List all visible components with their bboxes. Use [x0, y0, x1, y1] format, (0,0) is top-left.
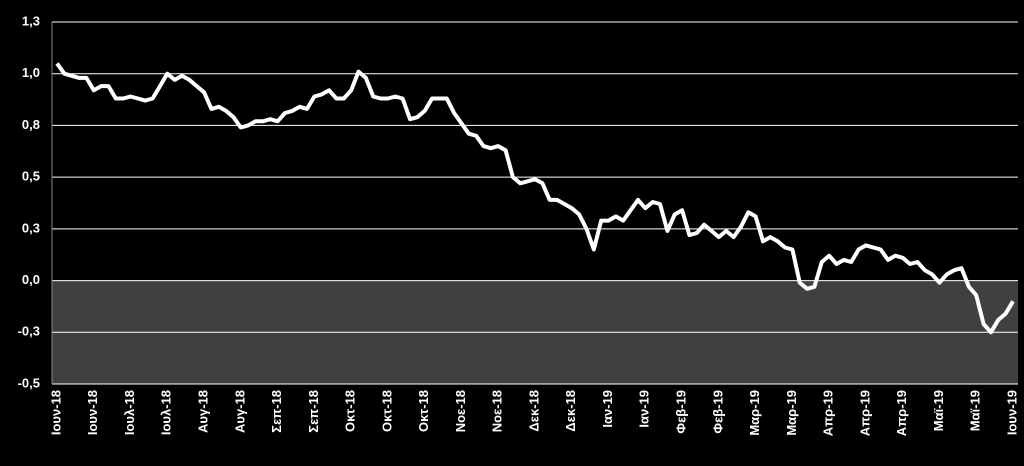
- x-tick-label: Φεβ-19: [674, 390, 689, 434]
- x-tick-label: Οκτ-18: [343, 390, 358, 432]
- y-tick-label: -0,5: [18, 375, 40, 390]
- x-tick-label: Ιουλ-18: [159, 390, 174, 435]
- x-tick-label: Ιουν-19: [1004, 390, 1019, 435]
- x-tick-label: Μαϊ-19: [931, 390, 946, 431]
- y-tick-label: 1,3: [22, 13, 40, 28]
- x-tick-label: Οκτ-18: [379, 390, 394, 432]
- x-tick-label: Σεπ-18: [269, 390, 284, 433]
- x-tick-label: Φεβ-19: [710, 390, 725, 434]
- y-tick-label: 0,8: [22, 117, 40, 132]
- x-tick-label: Αυγ-18: [196, 390, 211, 433]
- y-tick-label: 1,0: [22, 65, 40, 80]
- x-tick-label: Αυγ-18: [232, 390, 247, 433]
- x-tick-label: Ιαν-19: [600, 390, 615, 428]
- x-tick-label: Νοε-18: [490, 390, 505, 432]
- x-tick-label: Απρ-19: [894, 390, 909, 436]
- data-line: [55, 62, 1015, 335]
- x-tick-label: Μαϊ-19: [968, 390, 983, 431]
- x-tick-label: Ιαν-19: [637, 390, 652, 428]
- x-tick-label: Μαρ-19: [747, 390, 762, 436]
- x-tick-label: Ιουλ-18: [122, 390, 137, 435]
- y-tick-label: 0,3: [22, 220, 40, 235]
- x-tick-label: Ιουν-18: [48, 390, 63, 435]
- x-tick-label: Δεκ-18: [526, 390, 541, 432]
- y-tick-label: -0,3: [18, 324, 40, 339]
- x-tick-label: Δεκ-18: [563, 390, 578, 432]
- y-tick-label: 0,0: [22, 272, 40, 287]
- x-tick-label: Απρ-19: [857, 390, 872, 436]
- x-tick-label: Ιουν-18: [85, 390, 100, 435]
- x-tick-label: Νοε-18: [453, 390, 468, 432]
- x-tick-label: Απρ-19: [821, 390, 836, 436]
- y-tick-label: 0,5: [22, 169, 40, 184]
- x-tick-label: Μαρ-19: [784, 390, 799, 436]
- x-tick-label: Σεπ-18: [306, 390, 321, 433]
- x-tick-label: Οκτ-18: [416, 390, 431, 432]
